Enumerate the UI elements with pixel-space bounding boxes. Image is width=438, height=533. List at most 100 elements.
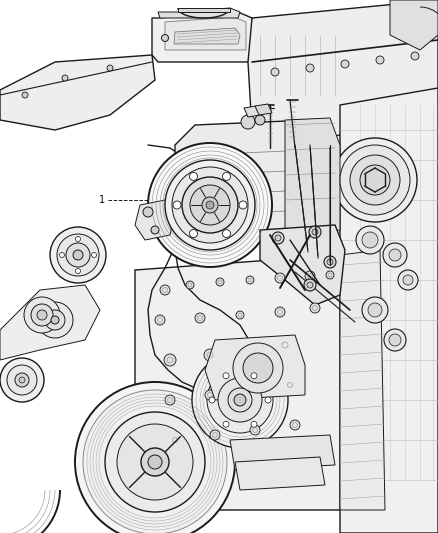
- Circle shape: [205, 390, 215, 400]
- Circle shape: [216, 278, 224, 286]
- Circle shape: [306, 64, 314, 72]
- Circle shape: [162, 35, 169, 42]
- Circle shape: [290, 420, 300, 430]
- Circle shape: [271, 68, 279, 76]
- Circle shape: [327, 259, 333, 265]
- Circle shape: [350, 155, 400, 205]
- Polygon shape: [0, 55, 155, 130]
- Circle shape: [340, 145, 410, 215]
- Circle shape: [155, 315, 165, 325]
- Circle shape: [30, 295, 80, 345]
- Circle shape: [192, 352, 288, 448]
- Circle shape: [75, 269, 81, 273]
- Circle shape: [245, 385, 255, 395]
- Polygon shape: [285, 118, 340, 235]
- Polygon shape: [135, 255, 340, 510]
- Circle shape: [164, 354, 176, 366]
- Circle shape: [207, 367, 273, 433]
- Circle shape: [384, 329, 406, 351]
- Circle shape: [60, 253, 64, 257]
- Circle shape: [309, 226, 321, 238]
- Circle shape: [243, 353, 273, 383]
- Circle shape: [51, 316, 59, 324]
- Circle shape: [83, 390, 227, 533]
- Circle shape: [250, 425, 260, 435]
- Circle shape: [389, 249, 401, 261]
- Circle shape: [245, 345, 255, 355]
- Circle shape: [360, 165, 390, 195]
- Circle shape: [304, 279, 316, 291]
- Circle shape: [172, 167, 248, 243]
- Circle shape: [202, 197, 218, 213]
- Polygon shape: [205, 335, 305, 400]
- Circle shape: [398, 270, 418, 290]
- Circle shape: [272, 232, 284, 244]
- Circle shape: [141, 448, 169, 476]
- Circle shape: [105, 412, 205, 512]
- Polygon shape: [158, 8, 240, 18]
- Circle shape: [22, 92, 28, 98]
- Circle shape: [143, 207, 153, 217]
- Circle shape: [376, 56, 384, 64]
- Circle shape: [92, 253, 96, 257]
- Circle shape: [275, 273, 285, 283]
- Polygon shape: [135, 200, 175, 240]
- Polygon shape: [255, 104, 272, 115]
- Circle shape: [223, 230, 230, 238]
- Circle shape: [186, 281, 194, 289]
- Circle shape: [279, 339, 291, 351]
- Polygon shape: [244, 106, 260, 117]
- Polygon shape: [0, 285, 100, 360]
- Polygon shape: [175, 120, 330, 235]
- Circle shape: [204, 349, 216, 361]
- Circle shape: [228, 388, 252, 412]
- Circle shape: [223, 373, 229, 379]
- Circle shape: [362, 232, 378, 248]
- Circle shape: [173, 201, 181, 209]
- Circle shape: [19, 377, 25, 383]
- Circle shape: [15, 373, 29, 387]
- Circle shape: [403, 275, 413, 285]
- Circle shape: [75, 237, 81, 241]
- Circle shape: [233, 343, 283, 393]
- Circle shape: [45, 310, 65, 330]
- Polygon shape: [230, 435, 335, 470]
- Circle shape: [37, 310, 47, 320]
- Circle shape: [356, 226, 384, 254]
- Circle shape: [195, 313, 205, 323]
- Circle shape: [160, 285, 170, 295]
- Circle shape: [310, 303, 320, 313]
- Circle shape: [50, 227, 106, 283]
- Polygon shape: [260, 225, 345, 305]
- Circle shape: [206, 201, 214, 209]
- Circle shape: [62, 75, 68, 81]
- Circle shape: [368, 303, 382, 317]
- Circle shape: [190, 230, 198, 238]
- Circle shape: [307, 282, 313, 288]
- Circle shape: [324, 256, 336, 268]
- Circle shape: [265, 397, 271, 403]
- Circle shape: [251, 421, 257, 427]
- Circle shape: [190, 185, 230, 225]
- Circle shape: [182, 177, 238, 233]
- Circle shape: [241, 115, 255, 129]
- Polygon shape: [235, 457, 325, 490]
- Circle shape: [239, 201, 247, 209]
- Circle shape: [285, 380, 295, 390]
- Polygon shape: [340, 250, 385, 510]
- Circle shape: [165, 160, 255, 250]
- Circle shape: [190, 172, 198, 181]
- Circle shape: [151, 226, 159, 234]
- Circle shape: [326, 271, 334, 279]
- Circle shape: [57, 234, 99, 276]
- Polygon shape: [390, 0, 438, 50]
- Circle shape: [389, 334, 401, 346]
- Circle shape: [383, 243, 407, 267]
- Circle shape: [165, 395, 175, 405]
- Circle shape: [7, 365, 37, 395]
- Circle shape: [37, 302, 73, 338]
- Circle shape: [148, 455, 162, 469]
- Circle shape: [31, 304, 53, 326]
- Circle shape: [75, 382, 235, 533]
- Circle shape: [223, 172, 230, 181]
